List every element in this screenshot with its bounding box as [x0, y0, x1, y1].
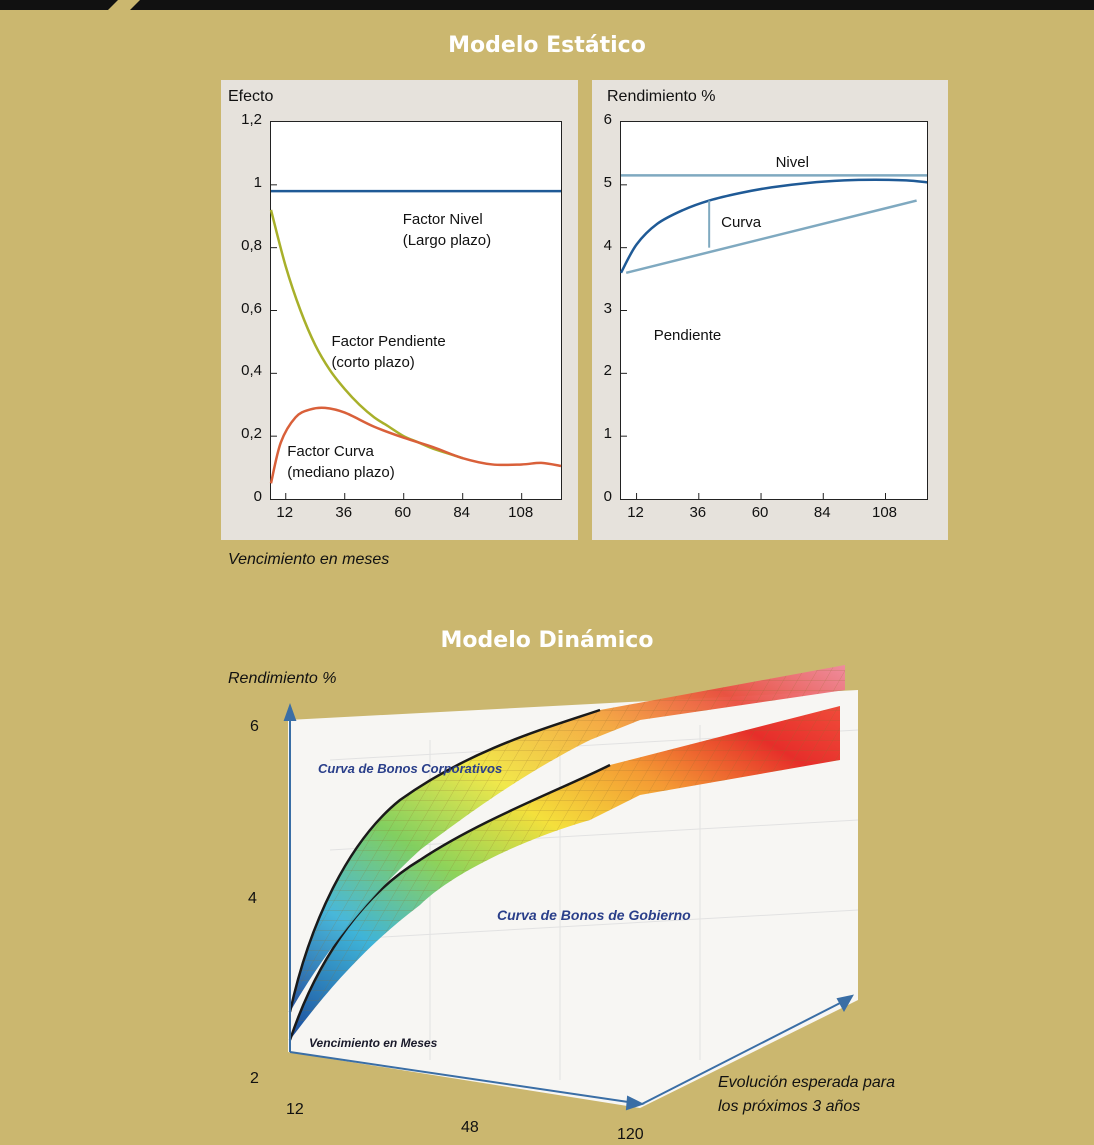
depth-axis-label-line2: los próximos 3 años — [718, 1098, 861, 1115]
depth-axis-label: Evolución esperada para — [718, 1074, 896, 1091]
effect-plot-area — [269, 121, 562, 500]
series-line-factor-pendiente — [269, 209, 464, 460]
annotation-factor-nivel: Factor Nivel (Largo plazo) — [403, 209, 491, 251]
x-tick-label: 84 — [813, 504, 831, 521]
y-tick-label: 2 — [603, 362, 612, 380]
annotation-subtitle: (Largo plazo) — [402, 231, 492, 249]
x-tick-12: 12 — [286, 1101, 304, 1118]
y-tick-label: 0 — [253, 488, 262, 505]
yield-plot-area — [619, 121, 928, 500]
y-tick-label: 3 — [603, 299, 612, 317]
series-line-pendiente — [625, 199, 917, 275]
x-tick-label: 60 — [751, 504, 769, 521]
effect-chart-lines — [269, 184, 562, 499]
x-tick-label: 36 — [335, 504, 353, 521]
top-bar — [0, 0, 1094, 10]
government-bonds-mesh — [290, 706, 840, 1040]
effect-chart-ylabel: Efecto — [228, 88, 274, 105]
x-tick-label: 60 — [394, 504, 412, 521]
annotation-title: Factor Pendiente — [331, 333, 446, 351]
corporate-bonds-mesh — [290, 665, 845, 1012]
y-tick-label: 0,4 — [241, 362, 262, 380]
z-tick-4: 4 — [248, 890, 257, 907]
y-tick-label: 0,6 — [241, 299, 262, 317]
annotation-subtitle: (mediano plazo) — [287, 464, 395, 482]
static-model-title: Modelo Estático — [448, 33, 646, 58]
y-tick-label: 0,8 — [241, 236, 262, 254]
series-line-curva — [619, 178, 928, 274]
y-tick-label: 1 — [253, 173, 262, 191]
annotation-factor-pendiente: Factor Pendiente (corto plazo) — [331, 331, 445, 373]
annotation-title: Pendiente — [653, 327, 722, 345]
x-tick-48: 48 — [461, 1119, 479, 1136]
surface-axes — [283, 703, 854, 1111]
x-tick-label: 108 — [871, 504, 898, 521]
government-bonds-edge — [288, 763, 611, 1041]
y-tick-label: 1,2 — [241, 111, 262, 128]
maturity-caption: Vencimiento en meses — [228, 551, 390, 568]
x-tick-label: 84 — [453, 504, 471, 521]
y-tick-label: 4 — [603, 236, 612, 254]
annotation-title: Factor Curva — [287, 443, 374, 461]
y-tick-label: 6 — [603, 111, 612, 128]
annotation-pendiente: Pendiente — [654, 325, 722, 346]
y-tick-label: 5 — [603, 173, 612, 191]
top-bar-notch — [108, 0, 140, 10]
x-tick-label: 108 — [508, 504, 534, 521]
y-tick-label: 0 — [603, 488, 612, 505]
x-tick-label: 12 — [627, 504, 644, 521]
annotation-subtitle: (corto plazo) — [331, 354, 415, 372]
z-tick-6: 6 — [250, 718, 259, 735]
yield-chart-ylabel: Rendimiento % — [607, 88, 716, 105]
y-tick-label: 1 — [603, 425, 612, 443]
effect-chart-panel: Efecto 0 0,2 0,4 0,6 0,8 1 1,2 12 36 60 84 108 Facto… — [221, 80, 578, 540]
corporate-bonds-label: Curva de Bonos Corporativos — [318, 761, 502, 776]
annotation-title: Curva — [721, 214, 762, 232]
dynamic-model-title: Modelo Dinámico — [440, 628, 654, 653]
corporate-bonds-edge — [288, 708, 601, 1013]
dynamic-ylabel: Rendimiento % — [228, 670, 337, 687]
annotation-title: Nivel — [775, 154, 809, 172]
maturity-axis-label: Vencimiento en Meses — [309, 1036, 438, 1050]
yield-chart-lines — [619, 174, 928, 499]
y-tick-label: 0,2 — [241, 425, 262, 443]
x-tick-120: 120 — [617, 1126, 644, 1143]
annotation-title: Factor Nivel — [402, 210, 483, 228]
x-tick-label: 12 — [276, 504, 294, 521]
x-tick-label: 36 — [689, 504, 707, 521]
annotation-curva: Curva — [721, 212, 761, 233]
annotation-nivel: Nivel — [776, 152, 809, 173]
yield-chart-panel: Rendimiento % 0 1 2 3 4 5 6 12 36 60 84 108 Nivel Cur… — [592, 80, 948, 540]
series-line-factor-curva — [269, 406, 562, 484]
z-tick-2: 2 — [250, 1070, 259, 1087]
government-bonds-label: Curva de Bonos de Gobierno — [497, 907, 691, 923]
annotation-factor-curva: Factor Curva (mediano plazo) — [287, 441, 395, 483]
